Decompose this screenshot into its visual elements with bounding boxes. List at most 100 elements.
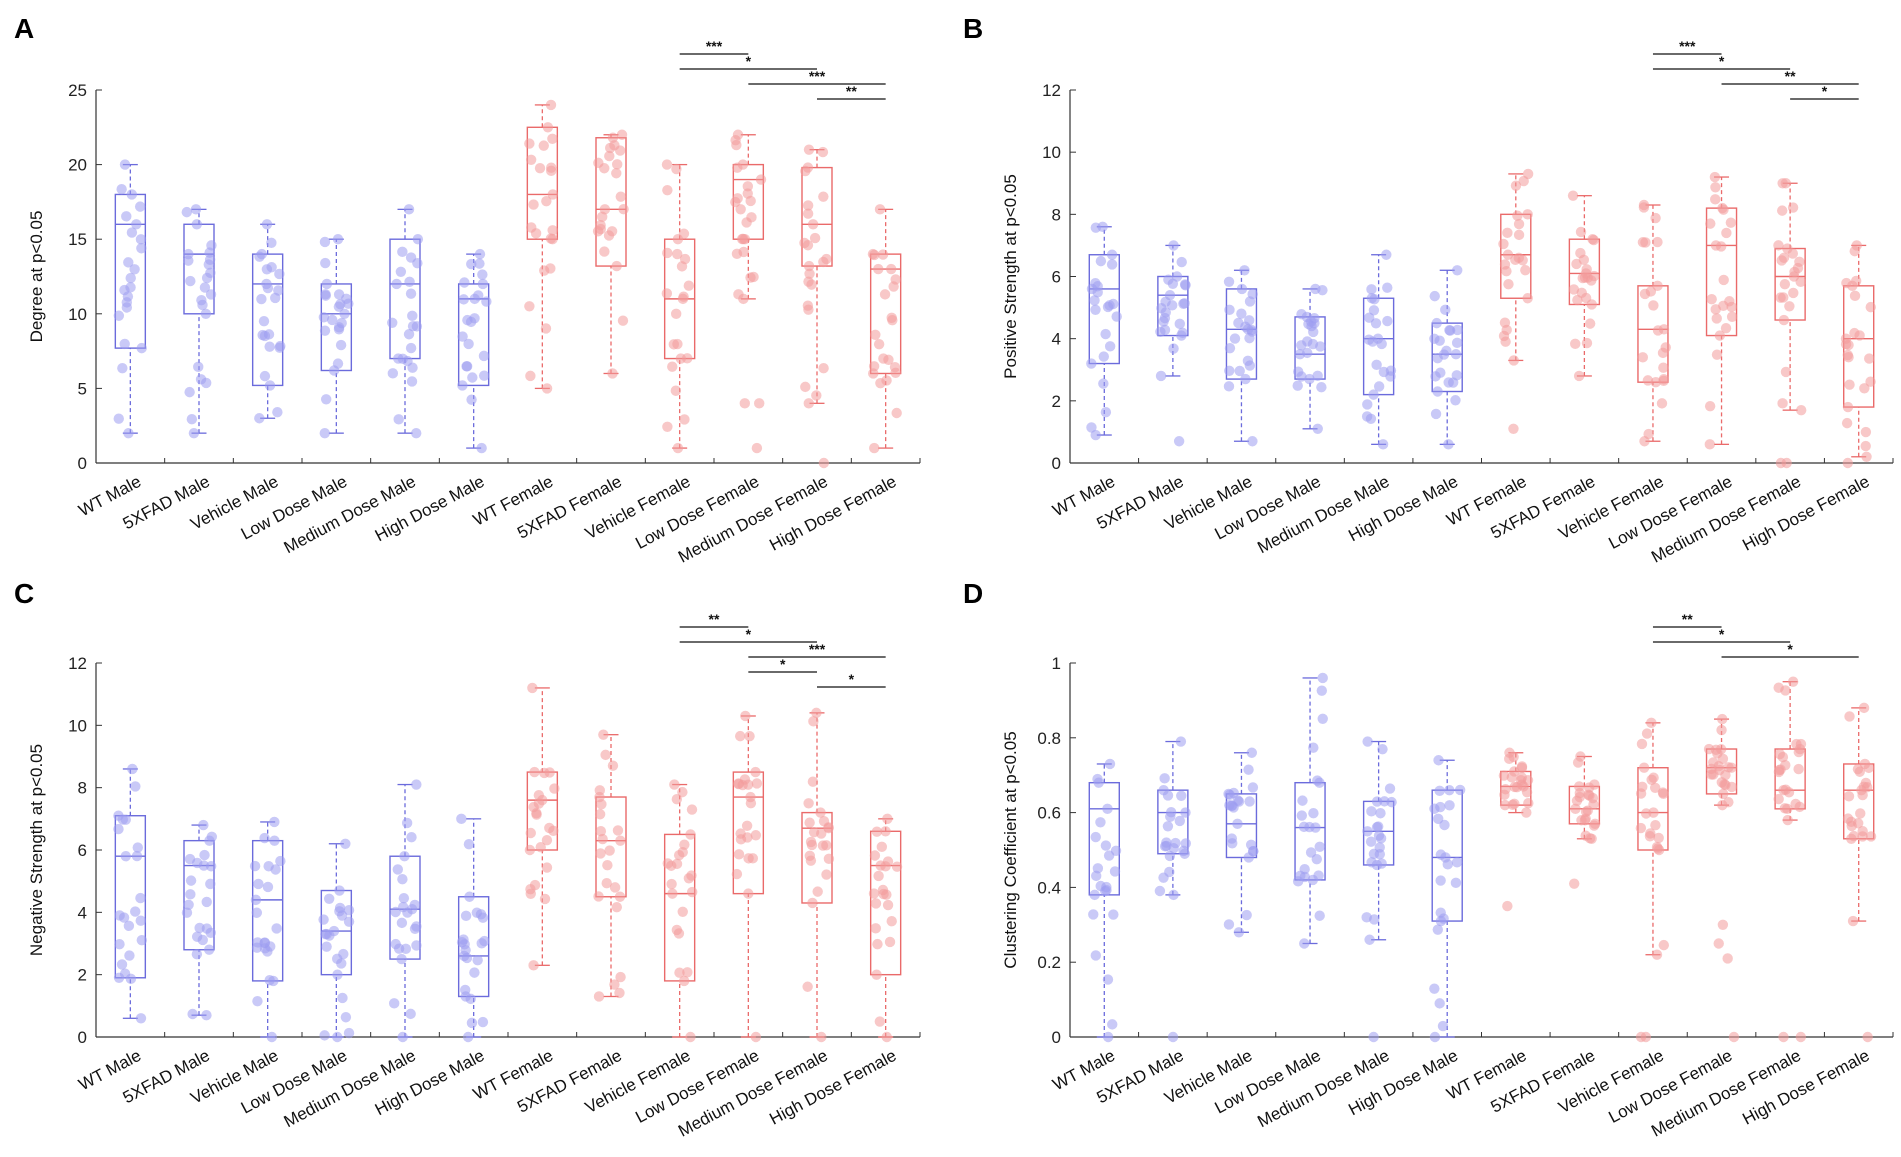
data-point bbox=[1435, 849, 1447, 860]
data-point bbox=[1292, 380, 1303, 391]
data-point bbox=[125, 272, 136, 284]
data-point bbox=[259, 943, 271, 954]
data-point bbox=[871, 826, 883, 837]
data-point bbox=[1795, 404, 1807, 416]
data-point bbox=[1725, 217, 1737, 228]
data-point bbox=[751, 778, 763, 789]
data-point bbox=[338, 948, 349, 960]
data-point bbox=[1161, 837, 1172, 848]
data-point bbox=[607, 368, 618, 379]
data-point bbox=[1308, 808, 1319, 819]
data-point bbox=[1302, 347, 1313, 359]
data-point bbox=[593, 991, 605, 1002]
data-point bbox=[1224, 342, 1236, 354]
data-point bbox=[1506, 772, 1517, 783]
data-point bbox=[1502, 249, 1514, 260]
data-point bbox=[1232, 818, 1243, 830]
data-point bbox=[882, 899, 894, 911]
data-point bbox=[465, 993, 476, 1005]
data-point bbox=[131, 850, 143, 862]
data-point bbox=[1177, 327, 1188, 339]
data-point bbox=[1656, 398, 1668, 409]
box bbox=[801, 166, 833, 267]
data-point bbox=[404, 276, 415, 288]
data-point bbox=[741, 820, 753, 831]
data-point bbox=[462, 1031, 474, 1043]
data-point bbox=[743, 888, 754, 899]
significance-label: ** bbox=[846, 83, 857, 99]
data-point bbox=[818, 816, 830, 827]
data-point bbox=[602, 860, 613, 871]
data-point bbox=[1776, 255, 1787, 266]
data-point bbox=[474, 248, 486, 260]
data-point bbox=[339, 308, 350, 319]
data-point bbox=[136, 342, 147, 354]
data-point bbox=[206, 831, 218, 842]
data-point bbox=[472, 954, 483, 966]
data-point bbox=[1778, 314, 1790, 326]
y-axis-label: Degree at p<0.05 bbox=[27, 211, 46, 343]
data-point bbox=[1720, 322, 1732, 334]
panel-label: D bbox=[963, 578, 983, 609]
data-point bbox=[800, 381, 811, 393]
y-tick-label: 6 bbox=[1052, 268, 1061, 287]
data-point bbox=[1308, 742, 1319, 753]
data-point bbox=[1244, 315, 1255, 326]
data-point bbox=[1784, 301, 1795, 312]
data-point bbox=[1095, 255, 1107, 267]
data-point bbox=[205, 878, 216, 890]
data-point bbox=[754, 398, 765, 409]
data-point bbox=[742, 188, 753, 199]
data-point bbox=[869, 442, 880, 454]
data-point bbox=[259, 370, 271, 382]
data-point bbox=[1499, 799, 1511, 811]
data-point bbox=[411, 779, 422, 790]
panel-label: C bbox=[14, 578, 34, 609]
data-point bbox=[397, 246, 408, 258]
data-point bbox=[114, 939, 125, 950]
data-point bbox=[343, 916, 355, 927]
data-point bbox=[1223, 919, 1235, 930]
data-point bbox=[396, 953, 407, 965]
data-point bbox=[1098, 378, 1109, 389]
data-point bbox=[744, 730, 755, 742]
data-point bbox=[1229, 333, 1241, 344]
data-point bbox=[1377, 439, 1389, 450]
data-point bbox=[113, 310, 125, 321]
data-point bbox=[1521, 786, 1533, 798]
data-point bbox=[460, 910, 472, 922]
data-point bbox=[1513, 218, 1525, 230]
data-point bbox=[1432, 924, 1444, 935]
data-point bbox=[1721, 227, 1732, 239]
data-point bbox=[1571, 258, 1582, 270]
data-point bbox=[1780, 760, 1791, 771]
y-tick-label: 8 bbox=[78, 779, 87, 798]
data-point bbox=[262, 282, 274, 294]
data-point bbox=[185, 889, 196, 900]
data-point bbox=[1244, 360, 1256, 371]
data-point bbox=[191, 219, 203, 230]
data-point bbox=[1641, 728, 1653, 739]
data-point bbox=[739, 398, 751, 409]
data-point bbox=[1640, 237, 1651, 248]
data-point bbox=[1864, 353, 1875, 364]
data-point bbox=[869, 249, 880, 261]
data-point bbox=[114, 910, 125, 921]
data-point bbox=[125, 282, 136, 293]
data-point bbox=[817, 146, 829, 158]
data-point bbox=[270, 292, 281, 304]
y-tick-label: 0.4 bbox=[1037, 878, 1061, 897]
significance-label: ** bbox=[1785, 68, 1796, 84]
data-point bbox=[397, 874, 408, 885]
data-point bbox=[685, 829, 696, 840]
data-point bbox=[477, 269, 488, 280]
data-point bbox=[747, 853, 758, 864]
data-point bbox=[816, 1031, 827, 1043]
data-point bbox=[1650, 212, 1661, 224]
data-point bbox=[1773, 240, 1784, 251]
data-point bbox=[1717, 788, 1729, 800]
data-point bbox=[815, 807, 826, 818]
data-point bbox=[401, 817, 413, 829]
data-point bbox=[1865, 376, 1876, 387]
data-point bbox=[1160, 307, 1171, 318]
